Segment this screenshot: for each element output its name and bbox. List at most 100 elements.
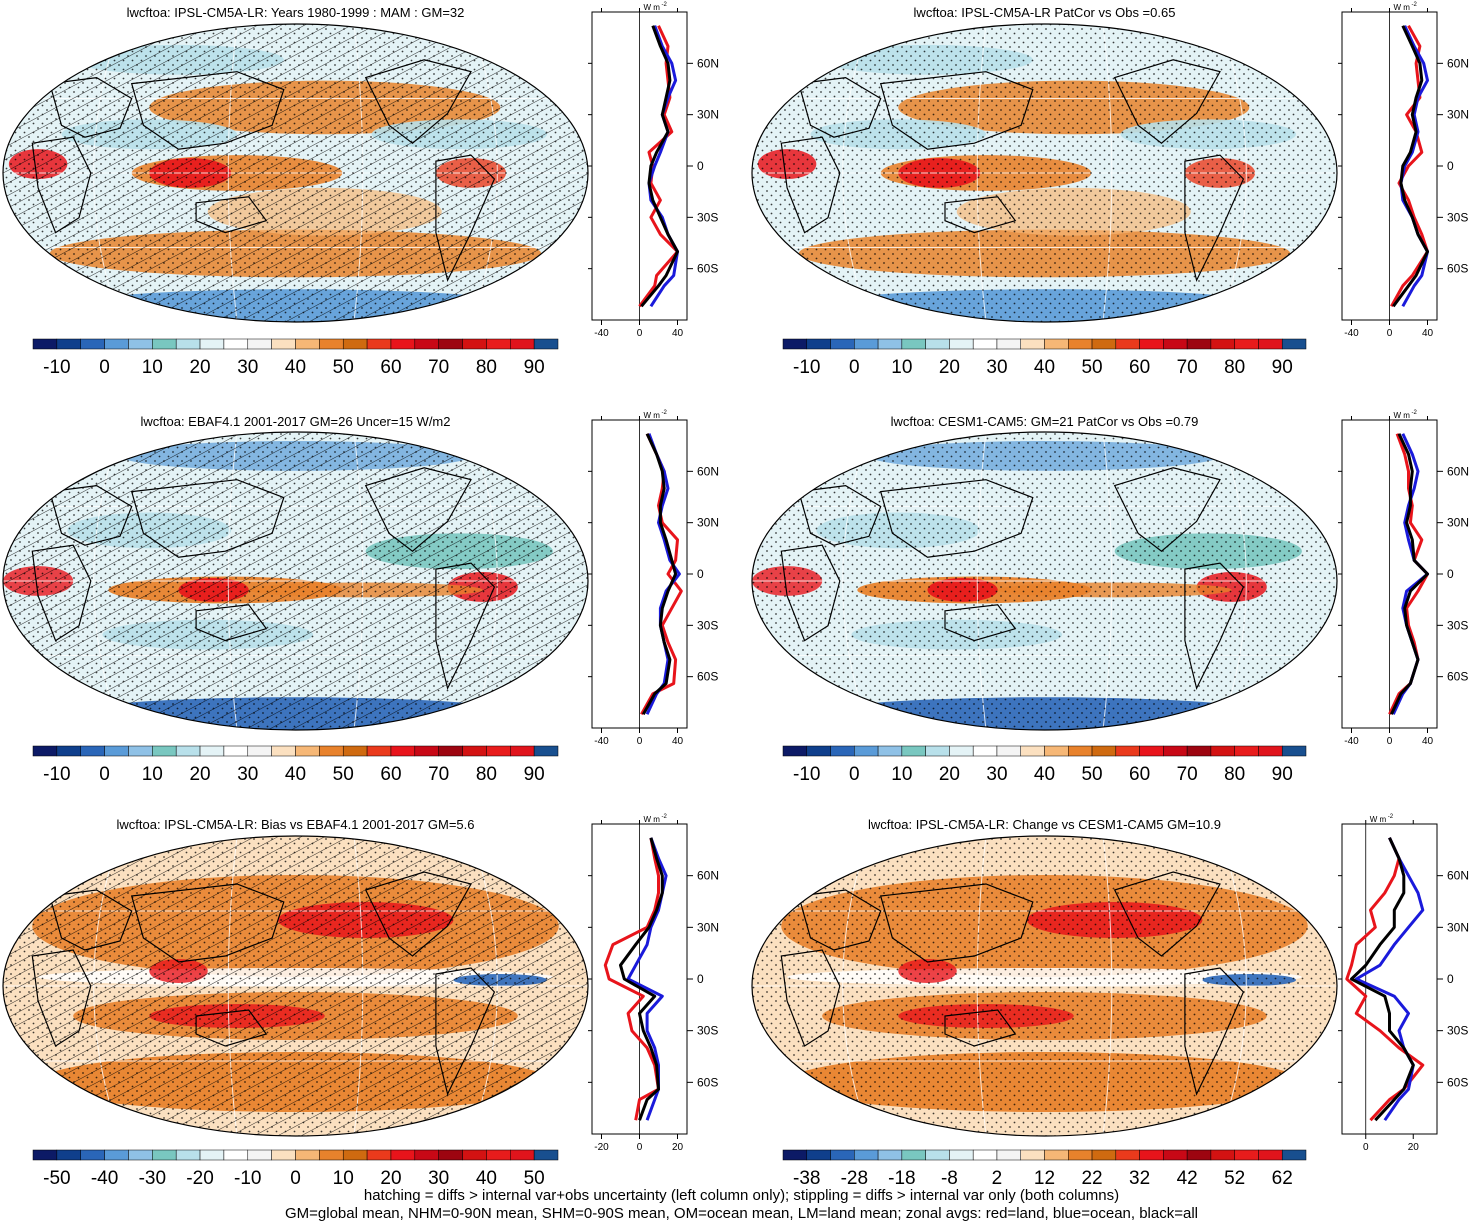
colorbar-swatch [80, 1149, 105, 1161]
lat-tick-label: 30N [697, 920, 719, 934]
colorbar-swatch [996, 338, 1021, 350]
colorbar-swatch [1115, 745, 1140, 757]
colorbar-swatch [414, 1149, 439, 1161]
colorbar-swatch [366, 745, 392, 757]
colorbar-label: 0 [99, 764, 110, 785]
panel-p6: lwcftoa: IPSL-CM5A-LR: Change vs CESM1-C… [751, 814, 1469, 1189]
x-tick-label: 40 [672, 736, 684, 747]
colorbar-label: 12 [1034, 1168, 1055, 1189]
map-title: lwcftoa: CESM1-CAM5: GM=21 PatCor vs Obs… [891, 414, 1199, 429]
colorbar-label: -28 [841, 1168, 868, 1189]
colorbar-label: 20 [189, 764, 210, 785]
colorbar-swatch [1281, 745, 1307, 757]
colorbar-swatch [806, 1149, 831, 1161]
lat-tick-label: 0 [1447, 567, 1454, 581]
colorbar-swatch [438, 338, 463, 350]
colorbar-swatch [1234, 1149, 1259, 1161]
colorbar-swatch [366, 338, 392, 350]
zonal-unit-exponent: -2 [662, 410, 668, 416]
zonal-unit-exponent: -2 [662, 814, 668, 820]
colorbar-swatch [1186, 1149, 1212, 1161]
colorbar-label: 80 [1224, 357, 1245, 378]
colorbar-swatch [949, 1149, 974, 1161]
lat-tick-label: 30N [1447, 108, 1469, 122]
colorbar-label: -30 [139, 1168, 166, 1189]
colorbar-label: 0 [849, 764, 860, 785]
colorbar-label: -50 [43, 1168, 70, 1189]
x-tick-label: 40 [672, 328, 684, 339]
lat-tick-label: 60N [697, 464, 719, 478]
series-land [1345, 837, 1425, 1122]
colorbar-swatch [199, 745, 225, 757]
colorbar: -10 0 10 20 30 40 50 60 70 80 90 [32, 338, 559, 378]
colorbar-swatch [1281, 338, 1307, 350]
colorbar-swatch [199, 1149, 225, 1161]
colorbar-swatch [32, 1149, 58, 1161]
colorbar-label: 32 [1129, 1168, 1150, 1189]
lat-tick-label: 30S [697, 210, 718, 224]
lat-tick-label: 30N [1447, 920, 1469, 934]
colorbar-swatch [295, 338, 320, 350]
map-outline [2, 23, 589, 323]
colorbar-swatch [972, 1149, 998, 1161]
series-ocean [626, 837, 668, 1121]
colorbar-swatch [199, 338, 225, 350]
colorbar-swatch [1020, 745, 1045, 757]
zonal-unit-label: W m [1394, 3, 1411, 12]
x-tick-label: 40 [1422, 736, 1434, 747]
colorbar-swatch [175, 745, 201, 757]
colorbar-label: -20 [186, 1168, 213, 1189]
x-tick-label: 0 [1387, 736, 1393, 747]
colorbar-label: 80 [1224, 764, 1245, 785]
colorbar-label: 40 [476, 1168, 497, 1189]
colorbar-swatch [390, 745, 416, 757]
colorbar-label: 60 [1129, 357, 1150, 378]
series-land [1388, 433, 1429, 715]
colorbar-label: 90 [1272, 357, 1293, 378]
colorbar-swatch [877, 338, 903, 350]
colorbar-swatch [854, 1149, 879, 1161]
lat-tick-label: 30N [697, 516, 719, 530]
map-outline [751, 431, 1338, 731]
colorbar-swatch [533, 338, 559, 350]
colorbar-label: 50 [1081, 764, 1102, 785]
colorbar-swatch [533, 745, 559, 757]
series-all [1350, 837, 1415, 1122]
colorbar-label: 10 [891, 764, 912, 785]
colorbar-label: 60 [380, 764, 401, 785]
colorbar-swatch [1115, 338, 1140, 350]
hatch-overlay [3, 24, 588, 322]
colorbar-swatch [32, 745, 58, 757]
colorbar-swatch [56, 338, 81, 350]
lat-tick-label: 60N [1447, 869, 1469, 883]
colorbar-swatch [56, 745, 81, 757]
colorbar-label: 30 [986, 764, 1007, 785]
colorbar-swatch [901, 1149, 926, 1161]
map-field [752, 432, 1337, 730]
colorbar-swatch [996, 745, 1021, 757]
colorbar-swatch [830, 338, 855, 350]
stipple-overlay [752, 836, 1337, 1136]
colorbar-label: 20 [939, 764, 960, 785]
stipple-overlay [752, 432, 1337, 730]
colorbar-swatch [366, 1149, 392, 1161]
colorbar-label: -8 [941, 1168, 958, 1189]
colorbar-swatch [1139, 745, 1164, 757]
map-field [3, 836, 588, 1136]
x-tick-label: -40 [1344, 736, 1359, 747]
hatch-overlay [3, 432, 588, 730]
colorbar-swatch [925, 745, 950, 757]
colorbar-swatch [486, 745, 511, 757]
zonal-mean-plot: W m -2 60N 30N 0 30S 60S -40 0 40 [1338, 410, 1469, 747]
colorbar-swatch [1091, 338, 1117, 350]
zonal-unit-exponent: -2 [1388, 814, 1394, 820]
footnote-means: GM=global mean, NHM=0-90N mean, SHM=0-90… [284, 1205, 1198, 1222]
colorbar-swatch [104, 338, 129, 350]
colorbar-swatch [128, 745, 153, 757]
colorbar-swatch [1068, 338, 1093, 350]
colorbar-swatch [1020, 338, 1045, 350]
colorbar-label: 70 [1177, 764, 1198, 785]
colorbar-swatch [152, 338, 177, 350]
colorbar-label: 40 [285, 764, 306, 785]
